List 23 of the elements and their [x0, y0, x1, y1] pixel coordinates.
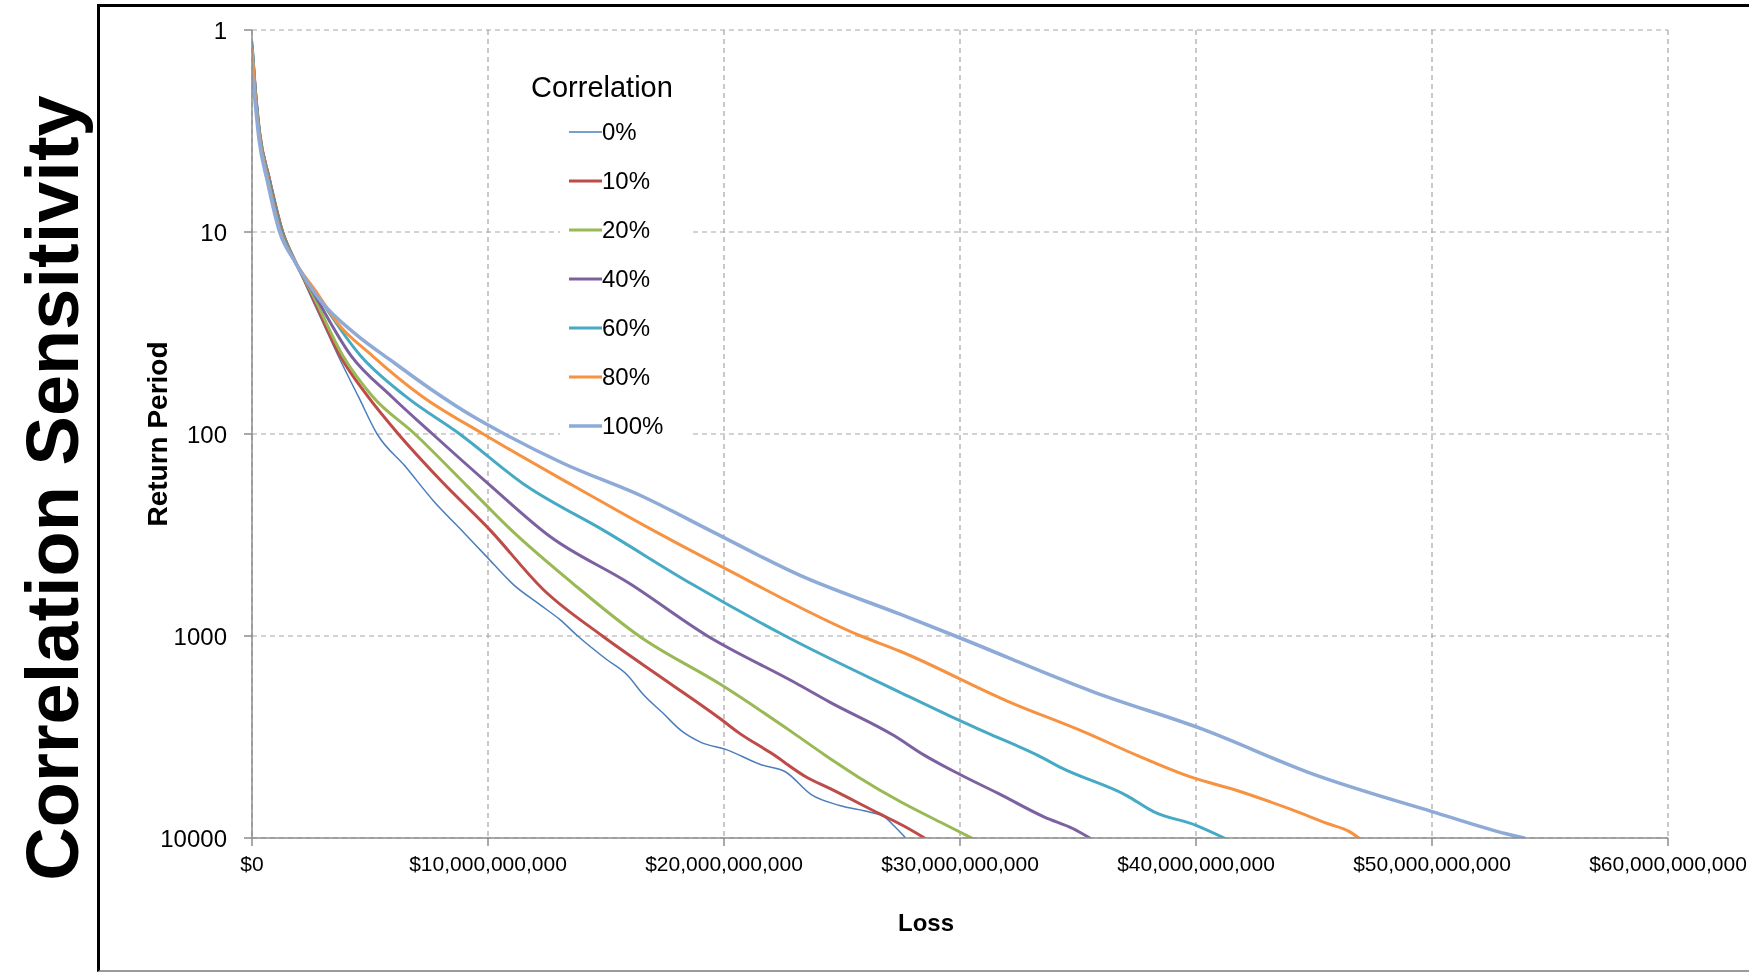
legend-label: 80%: [602, 362, 651, 391]
y-tick-label: 1000: [173, 622, 227, 650]
x-tick-label: $50,000,000,000: [1353, 851, 1511, 875]
legend-label: 100%: [602, 411, 664, 440]
legend-label: 60%: [602, 313, 651, 342]
y-tick-label: 10: [200, 218, 227, 246]
y-tick-label: 10000: [160, 824, 227, 852]
x-axis-title: Loss: [897, 909, 955, 936]
x-tick-label: $0: [240, 851, 264, 875]
x-tick-label: $10,000,000,000: [409, 851, 567, 875]
legend-label: 20%: [602, 215, 651, 244]
legend-label: 10%: [602, 166, 651, 195]
y-tick-label: 100: [186, 420, 227, 448]
text: Correlation Sensitivity: [11, 95, 94, 881]
y-tick-label: 1: [213, 16, 227, 44]
legend-title: Correlation: [531, 70, 674, 105]
x-tick-label: $60,000,000,000: [1589, 851, 1747, 875]
x-tick-label: $30,000,000,000: [881, 851, 1039, 875]
x-tick-label: $40,000,000,000: [1117, 851, 1275, 875]
legend-label: 40%: [602, 264, 651, 293]
y-axis-title: Return Period: [142, 341, 173, 527]
x-tick-label: $20,000,000,000: [645, 851, 803, 875]
legend-label: 0%: [602, 117, 637, 146]
